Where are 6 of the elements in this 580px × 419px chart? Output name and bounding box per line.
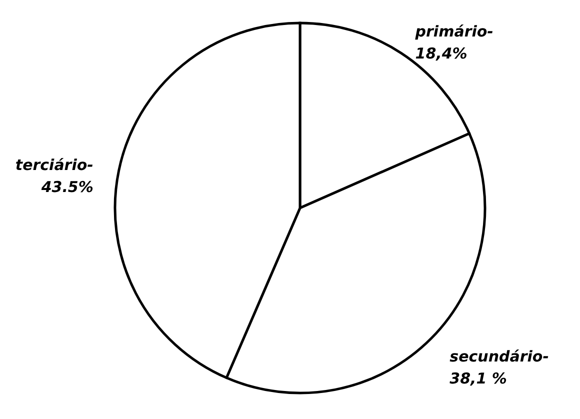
data-label: 38,1 % bbox=[450, 370, 507, 388]
data-label: 18,4% bbox=[415, 44, 468, 62]
slice-label: secundário- bbox=[450, 348, 549, 366]
slice-label: primário- bbox=[414, 22, 494, 40]
data-label: 43.5% bbox=[40, 178, 94, 196]
slice-label: terciário- bbox=[15, 156, 94, 174]
